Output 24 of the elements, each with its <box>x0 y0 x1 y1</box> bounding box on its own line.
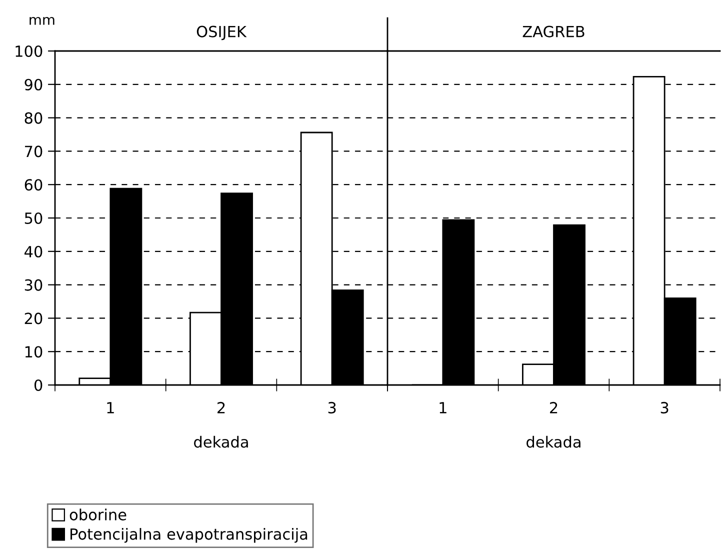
y-tick-label: 90 <box>24 78 42 90</box>
x-tick-label: 1 <box>440 402 446 414</box>
x-axis-title: dekada <box>194 436 248 448</box>
y-tick-label: 80 <box>24 112 42 124</box>
chart-title: ZAGREB <box>522 26 584 38</box>
x-tick-label: 2 <box>550 402 558 414</box>
x-tick-label: 3 <box>660 402 668 414</box>
x-tick-label: 2 <box>218 402 225 414</box>
y-tick-label: 10 <box>25 346 42 358</box>
x-axis-title: dekada <box>526 436 580 448</box>
y-tick-label: 60 <box>24 179 42 191</box>
y-tick-label: 30 <box>24 279 42 291</box>
x-tick-label: 3 <box>328 402 336 414</box>
y-tick-label: 50 <box>24 212 42 224</box>
x-tick-label: 1 <box>107 402 114 414</box>
y-tick-label: 20 <box>24 312 42 324</box>
chart-title: OSIJEK <box>196 26 247 40</box>
y-tick-label: 100 <box>16 45 42 58</box>
y-tick-label: 70 <box>25 146 42 158</box>
y-tick-label: 0 <box>34 379 42 392</box>
legend-label: oborine <box>70 508 126 520</box>
y-tick-label: 40 <box>24 246 42 258</box>
legend-label: Potencijalna evapotranspiracija <box>70 528 308 543</box>
y-axis-title: mm <box>30 16 54 25</box>
